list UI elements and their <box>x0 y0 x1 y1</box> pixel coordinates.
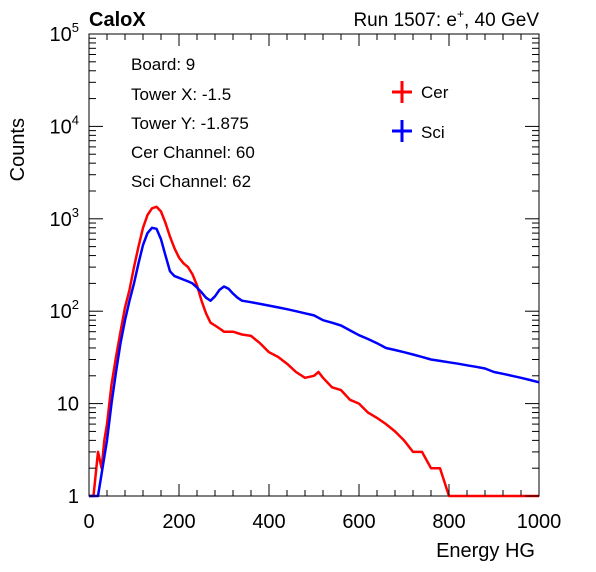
series-sci-line <box>89 226 540 498</box>
title-left: CaloX <box>89 9 146 31</box>
y-tick-label: 1 <box>68 486 79 508</box>
x-axis-label: Energy HG <box>436 540 535 562</box>
x-tick-label: 600 <box>342 511 375 533</box>
x-tick-label: 400 <box>252 511 285 533</box>
info-cer-channel: Cer Channel: 60 <box>131 143 255 162</box>
x-tick-label: 1000 <box>517 511 562 533</box>
axis-ticks: 0 200 400 600 800 1000 1 10 102 103 104 105 <box>50 20 562 533</box>
plot-frame <box>88 33 540 497</box>
x-tick-label: 800 <box>432 511 465 533</box>
x-tick-label: 0 <box>83 511 94 533</box>
info-box: Board: 9 Tower X: -1.5 Tower Y: -1.875 C… <box>131 55 255 191</box>
legend-cer-label: Cer <box>421 83 449 102</box>
y-tick-label: 103 <box>50 205 79 231</box>
legend-sci-label: Sci <box>421 123 445 142</box>
title-right-sup: + <box>457 7 464 21</box>
y-tick-label: 104 <box>50 112 79 138</box>
title-right: Run 1507: e+, 40 GeV <box>353 7 539 31</box>
y-tick-label: 10 <box>57 394 79 416</box>
info-sci-channel: Sci Channel: 62 <box>131 172 251 191</box>
title-right-tail: , 40 GeV <box>464 10 539 31</box>
legend: Cer Sci <box>392 81 449 142</box>
y-tick-label: 105 <box>50 20 79 46</box>
info-tower-x: Tower X: -1.5 <box>131 85 231 104</box>
series-cer-line <box>89 205 539 498</box>
series-layer <box>89 205 540 498</box>
title-right-main: Run 1507: e <box>353 10 457 31</box>
info-board: Board: 9 <box>131 55 195 74</box>
y-axis-label: Counts <box>7 118 29 181</box>
info-tower-y: Tower Y: -1.875 <box>131 114 249 133</box>
y-tick-label: 102 <box>50 297 79 323</box>
x-tick-label: 200 <box>162 511 195 533</box>
